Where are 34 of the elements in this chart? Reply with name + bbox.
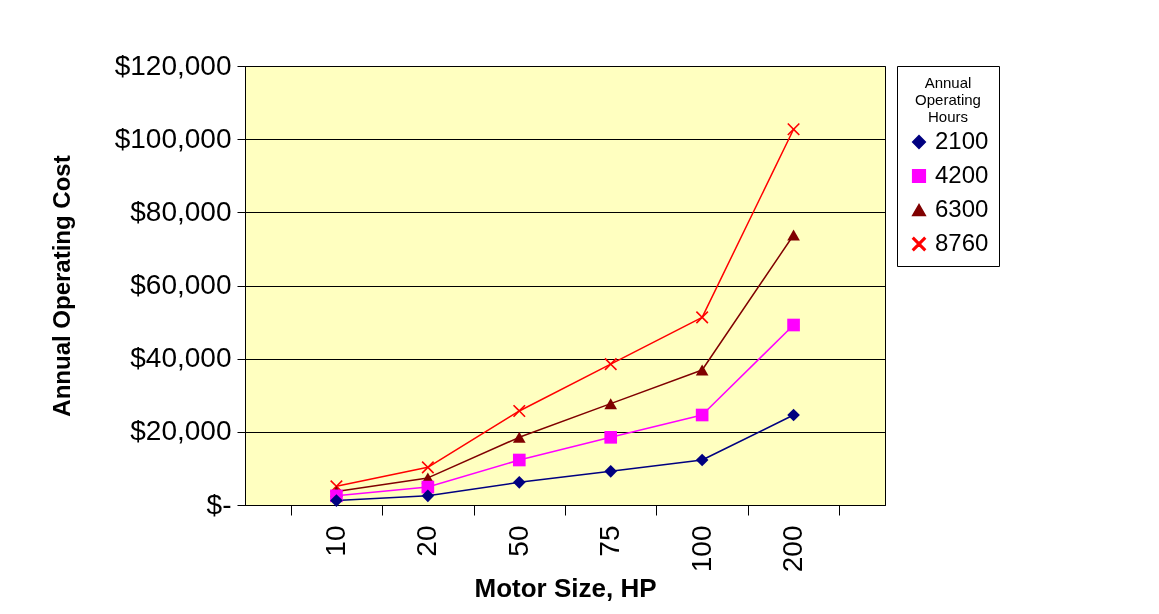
x-tick-label: 200 (777, 525, 809, 573)
legend-label: 6300 (935, 195, 989, 222)
point (330, 494, 343, 507)
legend-label: 2100 (935, 127, 989, 154)
x-tick-label: 10 (319, 525, 351, 557)
y-tick-label: $20,000 (130, 415, 232, 447)
legend-label: 8760 (935, 229, 989, 256)
x-tick-label: 20 (411, 525, 443, 557)
point (695, 364, 709, 376)
x-tick-label: 100 (685, 525, 717, 573)
x-tick-label: 75 (594, 525, 626, 557)
point (512, 475, 526, 489)
legend-label: 4200 (935, 161, 989, 188)
point (604, 431, 618, 444)
y-axis-title: Annual Operating Cost (47, 155, 75, 417)
point (787, 318, 800, 332)
x-tick-label: 50 (502, 525, 534, 557)
y-tick-label: $- (206, 488, 232, 520)
x-axis-title: Motor Size, HP (474, 573, 657, 604)
y-tick-label: $80,000 (130, 195, 232, 227)
y-tick-label: $100,000 (114, 122, 232, 154)
y-tick-label: $40,000 (130, 342, 232, 374)
point (512, 431, 526, 443)
point (421, 489, 435, 503)
point (787, 229, 800, 241)
y-tick-label: $60,000 (130, 269, 232, 300)
point (787, 408, 800, 422)
point (604, 398, 618, 410)
legend-title: Annual Operating Hours (915, 74, 981, 125)
point (695, 408, 709, 422)
point (604, 465, 618, 478)
point (512, 453, 526, 467)
y-tick-label: $120,000 (114, 49, 232, 81)
point (695, 453, 709, 467)
